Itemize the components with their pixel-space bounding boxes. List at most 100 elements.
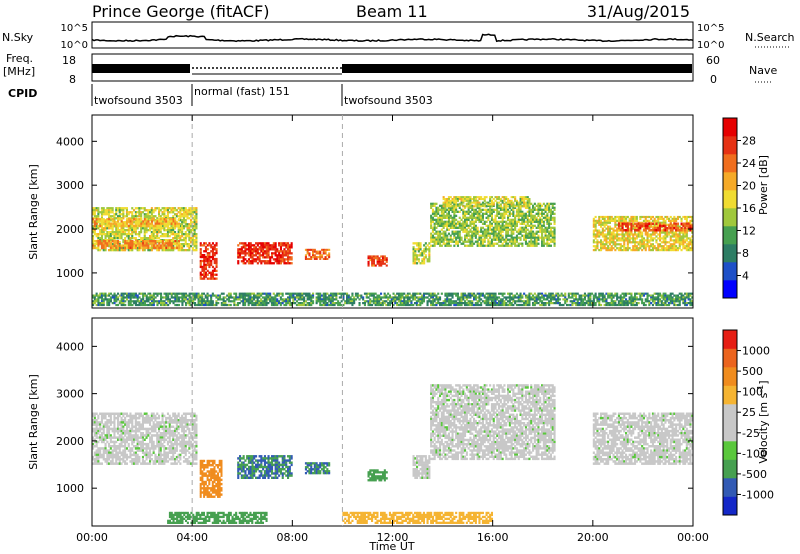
- data-cell: [303, 292, 306, 295]
- data-cell: [594, 229, 597, 232]
- data-cell: [678, 237, 681, 240]
- data-cell: [142, 220, 145, 223]
- data-cell: [553, 202, 556, 205]
- data-cell: [514, 226, 517, 229]
- data-cell: [136, 303, 139, 307]
- data-cell: [134, 244, 137, 247]
- data-cell: [476, 203, 479, 206]
- data-cell: [140, 300, 143, 303]
- data-cell: [603, 219, 606, 222]
- data-cell: [92, 237, 95, 240]
- data-cell: [607, 245, 610, 248]
- data-cell: [464, 198, 467, 201]
- data-cell: [168, 235, 171, 238]
- data-cell: [548, 230, 551, 233]
- data-cell: [279, 254, 282, 257]
- data-cell: [174, 231, 177, 234]
- data-cell: [140, 218, 143, 221]
- data-cell: [651, 215, 654, 219]
- data-cell: [487, 204, 490, 207]
- data-cell: [346, 292, 349, 295]
- data-cell: [372, 262, 375, 265]
- data-cell: [376, 296, 379, 299]
- data-cell: [601, 217, 604, 220]
- data-cell: [367, 260, 370, 263]
- data-cell: [610, 249, 613, 252]
- data-cell: [546, 226, 549, 229]
- data-cell: [150, 231, 153, 234]
- data-cell: [290, 258, 293, 261]
- data-cell: [426, 302, 429, 305]
- data-cell: [471, 226, 474, 229]
- data-cell: [118, 294, 121, 297]
- data-cell: [374, 302, 377, 305]
- data-cell: [190, 300, 193, 303]
- data-cell: [93, 302, 96, 305]
- data-cell: [439, 234, 442, 237]
- data-cell: [315, 302, 318, 305]
- data-cell: [524, 198, 527, 201]
- data-cell: [310, 296, 313, 299]
- data-cell: [487, 214, 490, 217]
- data-cell: [462, 212, 465, 215]
- data-cell: [414, 296, 417, 299]
- data-cell: [481, 198, 484, 201]
- data-cell: [626, 249, 629, 252]
- data-cell: [147, 222, 150, 225]
- data-cell: [533, 214, 536, 217]
- data-cell: [530, 220, 533, 223]
- data-cell: [639, 215, 642, 219]
- data-cell: [97, 294, 100, 297]
- data-cell: [675, 235, 678, 238]
- data-cell: [610, 239, 613, 242]
- data-cell: [485, 234, 488, 237]
- data-cell: [541, 242, 544, 245]
- data-cell: [177, 303, 180, 307]
- data-cell: [149, 242, 152, 245]
- data-cell: [127, 246, 130, 250]
- data-cell: [431, 244, 434, 247]
- data-cell: [263, 260, 266, 263]
- data-cell: [628, 247, 631, 250]
- data-cell: [530, 210, 533, 213]
- data-cell: [97, 296, 100, 299]
- data-cell: [147, 300, 150, 303]
- data-cell: [199, 298, 202, 301]
- data-cell: [172, 207, 175, 210]
- data-cell: [480, 244, 483, 247]
- data-cell: [532, 224, 535, 227]
- data-cell: [471, 201, 474, 204]
- data-cell: [102, 231, 105, 234]
- data-cell: [456, 232, 459, 235]
- data-cell: [453, 210, 456, 213]
- data-cell: [657, 226, 660, 230]
- data-cell: [646, 245, 649, 248]
- data-cell: [671, 243, 674, 246]
- data-cell: [378, 296, 381, 299]
- data-cell: [673, 249, 676, 252]
- data-cell: [251, 296, 254, 299]
- data-cell: [437, 206, 440, 209]
- data-cell: [145, 220, 148, 223]
- data-cell: [651, 219, 654, 222]
- data-cell: [453, 232, 456, 235]
- data-cell: [521, 196, 524, 199]
- data-cell: [208, 263, 211, 267]
- data-cell: [190, 209, 193, 212]
- data-cell: [126, 292, 129, 295]
- data-cell: [191, 233, 194, 236]
- data-cell: [449, 240, 452, 243]
- data-cell: [208, 244, 211, 247]
- data-cell: [195, 303, 198, 307]
- data-cell: [430, 204, 433, 207]
- data-cell: [140, 221, 143, 224]
- data-cell: [387, 298, 390, 301]
- data-cell: [515, 204, 518, 207]
- data-cell: [621, 215, 624, 219]
- data-cell: [490, 214, 493, 217]
- data-cell: [166, 213, 169, 216]
- data-cell: [548, 208, 551, 211]
- data-cell: [549, 216, 552, 219]
- data-cell: [626, 241, 629, 244]
- data-cell: [680, 217, 683, 220]
